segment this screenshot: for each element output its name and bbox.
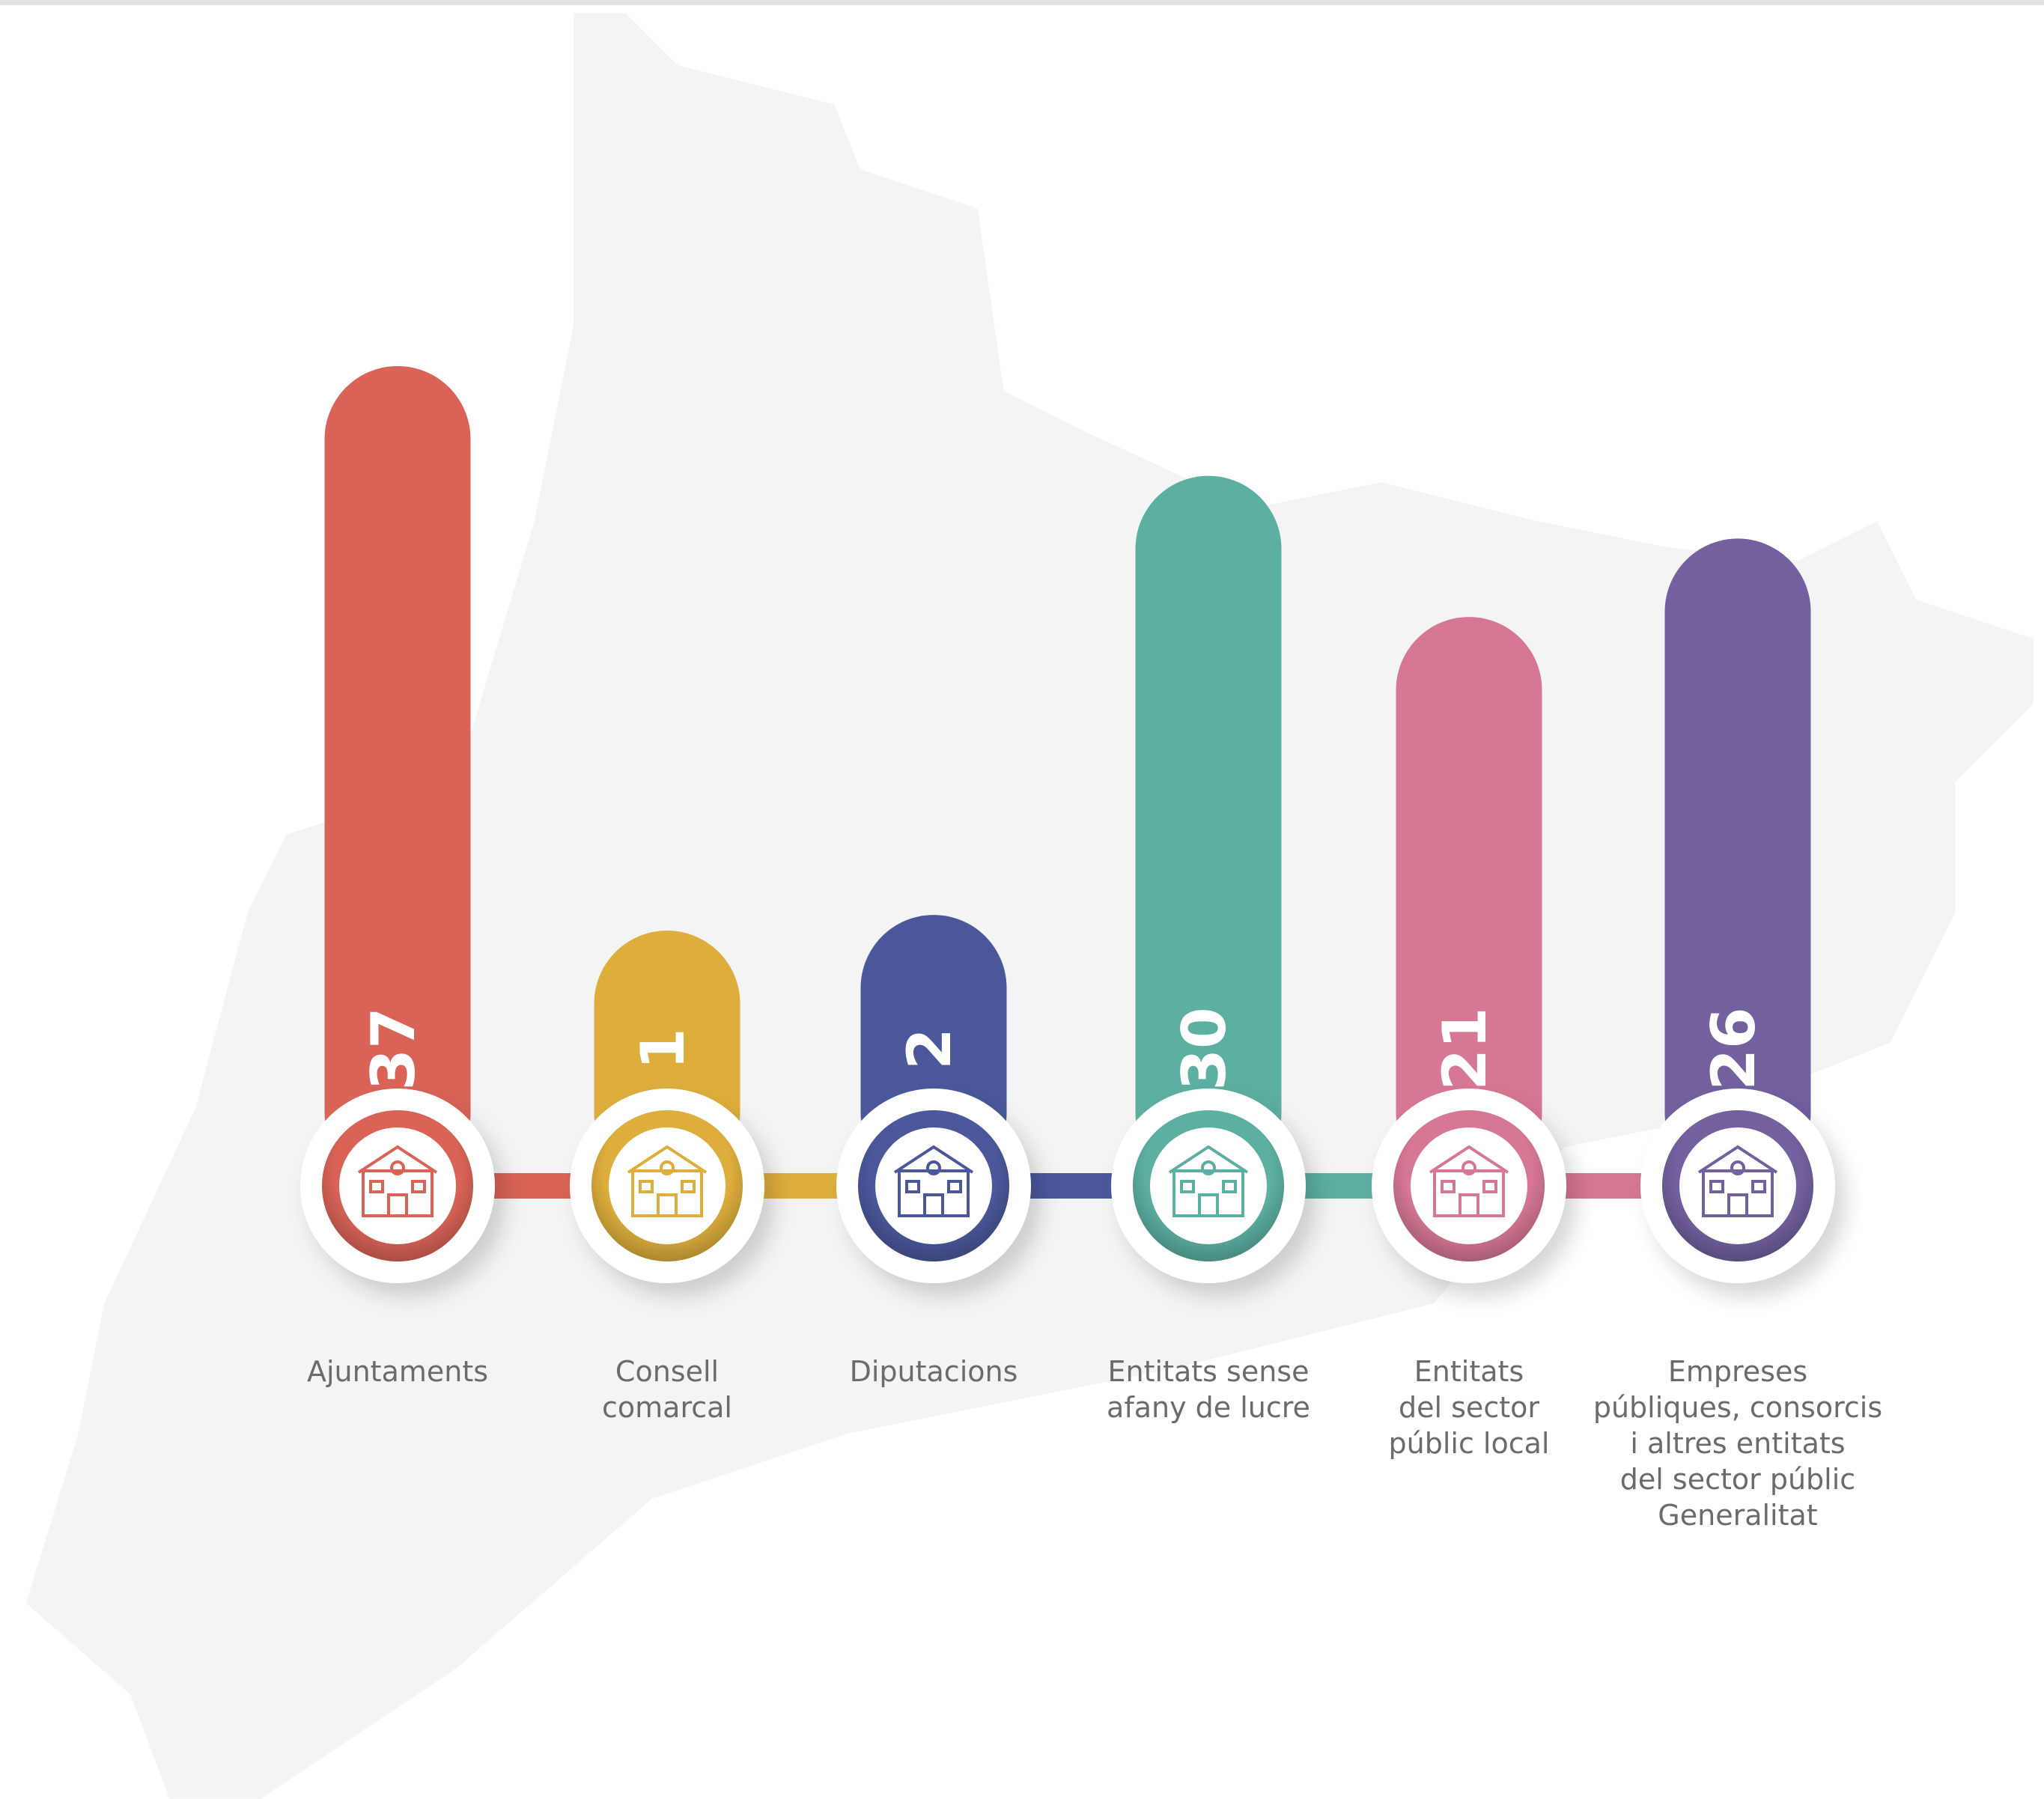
badge-inner — [875, 1127, 992, 1244]
category-label: Consell comarcal — [602, 1355, 732, 1424]
value-label: 2 — [895, 1028, 964, 1070]
map-background — [25, 13, 2034, 1799]
category-label: Entitats sense afany de lucre — [1107, 1355, 1310, 1424]
icon-window — [1441, 1180, 1456, 1193]
badge-icon — [357, 1145, 438, 1217]
category-label: Ajuntaments — [306, 1355, 489, 1388]
badge-icon — [1429, 1145, 1509, 1217]
badge-icon — [893, 1145, 974, 1217]
icon-roof — [627, 1145, 708, 1174]
bar — [1664, 538, 1811, 1186]
value-label: 37 — [359, 1007, 428, 1090]
bar — [324, 366, 471, 1186]
icon-window — [639, 1180, 654, 1193]
badge-icon — [627, 1145, 708, 1217]
icon-window — [411, 1180, 426, 1193]
badge-inner — [1411, 1127, 1527, 1244]
icon-roof — [1697, 1145, 1778, 1174]
icon-door — [1727, 1193, 1748, 1217]
value-label: 30 — [1169, 1007, 1239, 1090]
bar — [1135, 475, 1282, 1186]
bar-icon-badge — [300, 1089, 495, 1283]
badge-icon — [1697, 1145, 1778, 1217]
top-rule — [0, 0, 2044, 5]
icon-clock — [926, 1160, 941, 1175]
badge-inner — [339, 1127, 456, 1244]
icon-window — [1180, 1180, 1195, 1193]
icon-window — [681, 1180, 696, 1193]
badge-inner — [1150, 1127, 1267, 1244]
category-label: Diputacions — [849, 1355, 1018, 1388]
bar-icon-badge — [570, 1089, 764, 1283]
bar-icon-badge — [836, 1089, 1031, 1283]
icon-door — [657, 1193, 678, 1217]
bars: 37 1 2 30 21 26 — [300, 366, 1835, 1283]
icon-door — [1459, 1193, 1479, 1217]
icon-window — [1222, 1180, 1237, 1193]
category-label: Empreses públiques, consorcis i altres e… — [1593, 1355, 1883, 1532]
bar — [1396, 617, 1542, 1186]
value-label: 26 — [1699, 1007, 1768, 1090]
category-label: Entitats del sector públic local — [1388, 1355, 1550, 1460]
icon-roof — [357, 1145, 438, 1174]
icon-clock — [1201, 1160, 1216, 1175]
bar-icon-badge — [1372, 1089, 1566, 1283]
icon-roof — [1429, 1145, 1509, 1174]
icon-roof — [893, 1145, 974, 1174]
badge-inner — [1679, 1127, 1796, 1244]
icon-roof — [1168, 1145, 1249, 1174]
icon-door — [387, 1193, 408, 1217]
icon-clock — [1461, 1160, 1476, 1175]
icon-window — [947, 1180, 962, 1193]
bar-icon-badge — [1640, 1089, 1835, 1283]
icon-door — [1198, 1193, 1219, 1217]
value-label: 1 — [628, 1028, 698, 1070]
badge-icon — [1168, 1145, 1249, 1217]
icon-door — [923, 1193, 944, 1217]
icon-window — [1751, 1180, 1766, 1193]
icon-clock — [1730, 1160, 1745, 1175]
icon-window — [1709, 1180, 1724, 1193]
icon-window — [905, 1180, 920, 1193]
value-label: 21 — [1430, 1007, 1500, 1090]
icon-window — [369, 1180, 384, 1193]
bar-icon-badge — [1111, 1089, 1306, 1283]
icon-clock — [390, 1160, 405, 1175]
icon-clock — [660, 1160, 675, 1175]
badge-inner — [609, 1127, 726, 1244]
icon-window — [1482, 1180, 1497, 1193]
